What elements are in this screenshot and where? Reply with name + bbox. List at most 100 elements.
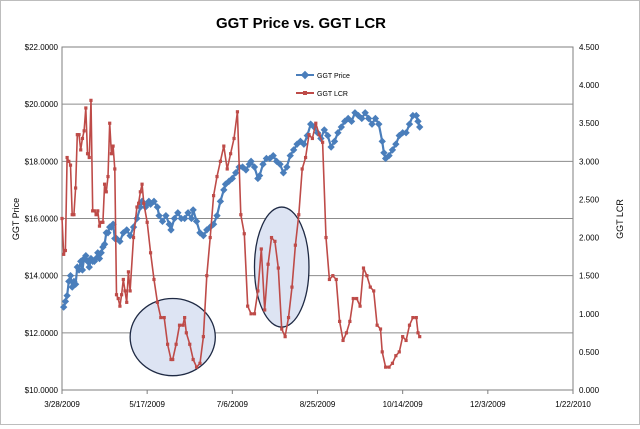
data-point-ggt-lcr [75,133,79,137]
data-point-ggt-price [320,126,328,134]
data-point-ggt-price [97,249,105,257]
data-point-ggt-price [276,160,284,168]
data-point-ggt-lcr [63,248,68,253]
data-point-ggt-lcr [184,331,188,335]
right-tick-label: 2.000 [579,234,600,243]
data-point-ggt-lcr [368,285,372,289]
data-point-ggt-lcr [331,274,335,278]
data-point-ggt-lcr [314,121,318,125]
data-point-ggt-lcr [104,190,108,194]
data-point-ggt-price [250,163,259,171]
data-point-ggt-lcr [266,262,270,266]
data-point-ggt-lcr [145,220,149,224]
data-point-ggt-lcr [102,182,107,186]
data-point-ggt-lcr [96,209,100,213]
data-point-ggt-lcr [246,304,250,308]
data-point-ggt-lcr [215,174,219,179]
data-point-ggt-price [286,151,294,160]
right-axis-title: GGT LCR [615,199,625,239]
data-point-ggt-lcr [109,152,113,156]
data-point-ggt-price [187,214,196,223]
data-point-ggt-lcr [286,315,291,320]
data-point-ggt-lcr [361,266,366,270]
data-point-ggt-lcr [211,194,216,198]
data-point-ggt-lcr [242,232,246,236]
data-point-ggt-lcr [128,289,132,293]
data-point-ggt-price [414,117,422,125]
data-point-ggt-lcr [194,365,199,369]
series-line-ggt-lcr [61,99,421,368]
right-tick-label: 4.500 [579,43,600,52]
legend-marker-ggt-lcr [303,91,307,95]
data-point-ggt-lcr [85,152,90,156]
data-point-ggt-price [116,237,124,246]
left-tick-label: $18.0000 [25,157,59,166]
data-point-ggt-price [283,163,291,171]
data-point-ggt-lcr [310,136,314,141]
x-tick-label: 3/28/2009 [44,400,80,409]
legend-label-ggt-lcr: GGT LCR [317,91,348,98]
data-point-ggt-lcr [72,213,76,217]
data-point-ggt-lcr [92,209,96,213]
data-point-ggt-lcr [401,335,405,339]
data-point-ggt-lcr [99,220,103,224]
data-point-ggt-lcr [126,270,131,274]
data-point-ggt-price [378,137,386,146]
data-point-ggt-lcr [142,201,146,205]
data-point-ggt-lcr [235,110,240,114]
data-point-ggt-price [123,226,131,234]
data-point-ggt-price [327,143,335,151]
legend-item-ggt-price: GGT Price [296,70,350,80]
data-point-ggt-price [66,271,75,280]
data-point-ggt-lcr [106,174,110,179]
left-tick-label: $22.0000 [25,43,59,52]
data-point-ggt-lcr [148,251,153,255]
data-point-ggt-lcr [89,98,93,102]
data-point-ggt-lcr [87,155,91,160]
data-point-ggt-price [85,263,93,271]
data-point-ggt-lcr [166,342,170,346]
data-point-ggt-lcr [232,136,236,141]
data-point-ggt-lcr [114,293,119,297]
data-point-ggt-lcr [65,155,69,160]
data-point-ggt-lcr [80,136,85,141]
data-point-ggt-lcr [293,243,297,247]
data-point-ggt-price [385,151,393,160]
x-tick-label: 7/6/2009 [217,400,249,409]
x-tick-label: 5/17/2009 [129,400,165,409]
data-point-ggt-lcr [125,300,129,304]
data-point-ggt-lcr [324,235,328,240]
data-point-ggt-lcr [138,190,142,194]
data-point-ggt-lcr [201,335,205,339]
data-point-ggt-lcr [407,323,412,327]
data-point-ggt-lcr [111,144,115,148]
left-tick-label: $20.0000 [25,100,59,109]
data-point-ggt-lcr [414,315,418,320]
legend-label-ggt-price: GGT Price [317,73,350,80]
data-point-ggt-lcr [121,277,125,282]
data-point-ggt-price [133,214,141,223]
data-point-ggt-price [165,220,173,228]
data-point-ggt-lcr [225,167,229,171]
data-point-ggt-lcr [94,213,98,217]
data-point-ggt-lcr [218,159,223,163]
data-point-ggt-lcr [162,315,166,320]
data-point-ggt-lcr [108,121,112,125]
x-tick-label: 1/22/2010 [555,400,591,409]
data-point-ggt-price [65,277,73,286]
data-point-ggt-lcr [113,167,117,171]
data-point-ggt-lcr [198,361,202,365]
data-point-ggt-price [153,203,162,211]
data-point-ggt-lcr [365,274,369,278]
right-tick-label: 3.000 [579,157,600,166]
data-point-ggt-price [192,217,201,226]
data-point-ggt-lcr [79,148,83,152]
data-point-ggt-lcr [280,327,284,331]
data-point-ggt-lcr [191,357,195,362]
data-point-ggt-lcr [344,331,349,335]
data-point-ggt-lcr [140,182,144,186]
data-point-ggt-lcr [259,247,263,251]
left-tick-label: $10.0000 [25,386,59,395]
data-point-ggt-lcr [116,296,120,301]
data-point-ggt-lcr [249,312,253,316]
